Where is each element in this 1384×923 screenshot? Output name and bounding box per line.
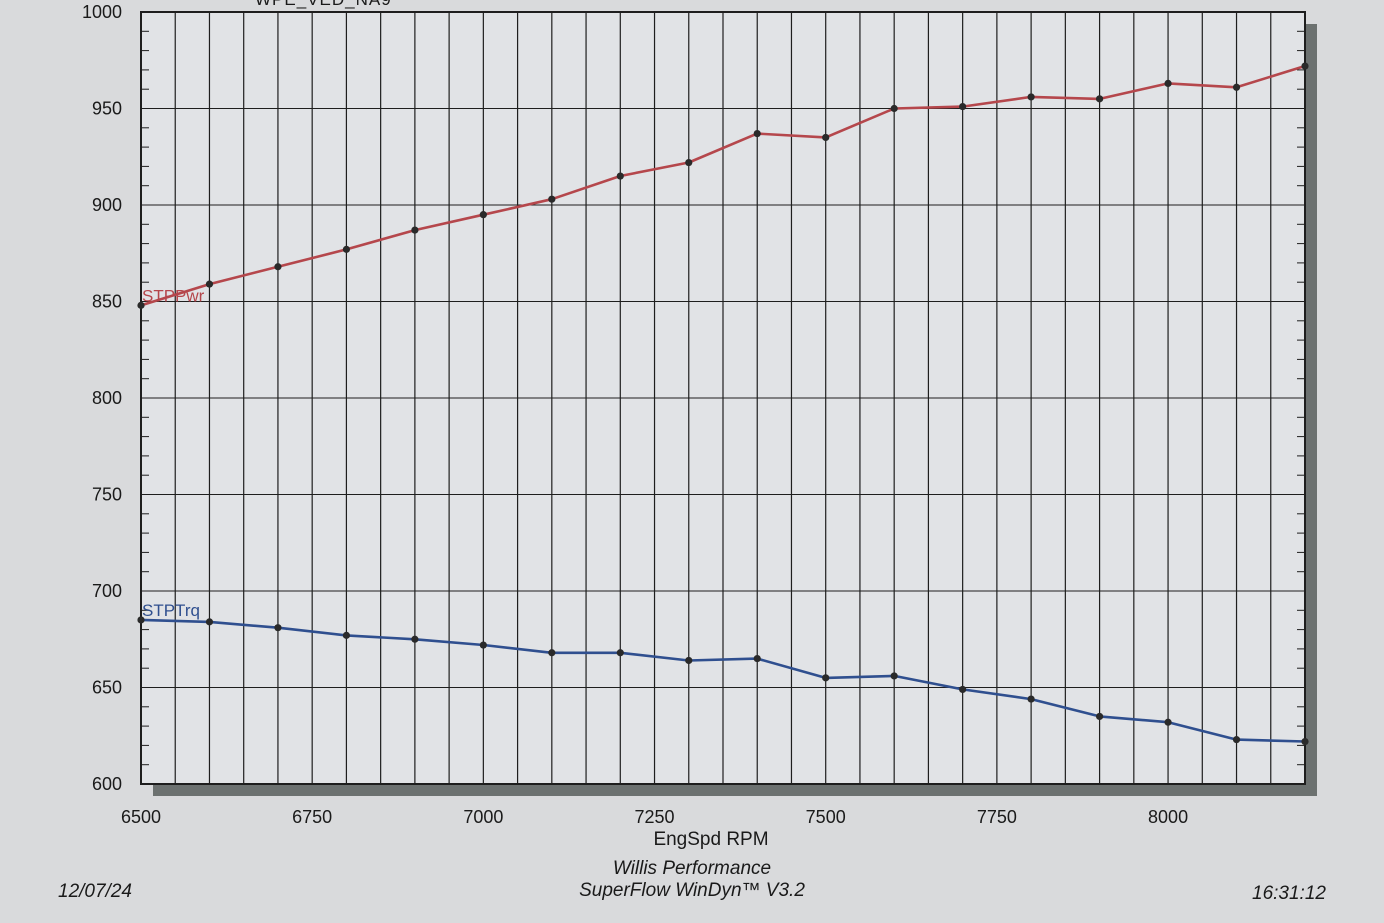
y-tick-label: 700 <box>92 581 122 601</box>
data-point-stptrq <box>753 654 761 663</box>
data-point-stppwr <box>1027 93 1035 101</box>
data-point-stppwr <box>890 104 898 113</box>
x-tick-label: 6750 <box>292 807 332 827</box>
data-point-stppwr <box>1164 79 1172 88</box>
y-tick-label: 600 <box>92 774 122 794</box>
data-point-stptrq <box>1027 695 1035 703</box>
series: STPPwr STPTrq <box>137 62 1309 746</box>
data-point-stptrq <box>1095 712 1104 721</box>
grid <box>141 12 1305 784</box>
data-point-stptrq <box>274 624 282 632</box>
series-label-stppwr: STPPwr <box>142 286 205 305</box>
data-point-stptrq <box>342 631 351 639</box>
data-point-stppwr <box>1095 95 1104 103</box>
data-point-stppwr <box>616 172 624 180</box>
x-tick-label: 7250 <box>635 807 675 827</box>
software-version: SuperFlow WinDyn™ V3.2 <box>579 880 805 901</box>
data-point-stppwr <box>137 301 145 309</box>
print-date: 12/07/24 <box>58 881 132 902</box>
data-point-stppwr <box>411 226 419 234</box>
data-point-stppwr <box>342 245 351 253</box>
data-point-stptrq <box>959 685 967 694</box>
series-label-stptrq: STPTrq <box>142 601 200 620</box>
x-tick-label: 8000 <box>1148 807 1188 827</box>
data-point-stptrq <box>411 635 419 643</box>
company-name: Willis Performance <box>612 858 772 879</box>
data-point-stppwr <box>1301 62 1309 70</box>
data-point-stptrq <box>685 656 693 665</box>
x-tick-label: 6500 <box>121 807 161 827</box>
data-point-stptrq <box>205 618 214 626</box>
data-point-stptrq <box>1164 718 1172 726</box>
data-point-stptrq <box>1301 737 1309 746</box>
data-point-stppwr <box>822 133 830 142</box>
data-point-stppwr <box>753 129 761 138</box>
y-tick-label: 850 <box>92 292 122 312</box>
x-tick-label: 7500 <box>806 807 846 827</box>
series-line-stptrq <box>140 618 1306 743</box>
data-point-stppwr <box>274 263 282 271</box>
print-time: 16:31:12 <box>1252 883 1326 904</box>
data-point-stptrq <box>1232 736 1241 744</box>
data-point-stppwr <box>1232 83 1241 91</box>
y-tick-label: 650 <box>92 678 122 698</box>
y-tick-label: 1000 <box>82 2 122 22</box>
series-line-stppwr <box>140 64 1306 307</box>
y-tick-label: 900 <box>92 195 122 215</box>
x-tick-label: 7000 <box>463 807 503 827</box>
data-point-stppwr <box>959 102 967 111</box>
y-tick-label: 750 <box>92 485 122 505</box>
data-point-stppwr <box>205 280 214 288</box>
axes: 600 650 700 750 800 850 900 950 1000 6500 6750 7000… <box>82 2 1305 827</box>
data-point-stptrq <box>890 672 898 680</box>
data-point-stppwr <box>479 211 487 219</box>
data-point-stppwr <box>685 158 693 167</box>
run-name: WPE_VED_NA9 <box>255 0 392 10</box>
data-point-stptrq <box>616 649 624 657</box>
data-point-stppwr <box>548 195 556 203</box>
data-point-stptrq <box>479 641 487 649</box>
data-point-stptrq <box>548 649 556 657</box>
x-tick-label: 7750 <box>977 807 1017 827</box>
x-axis-label: EngSpd RPM <box>653 829 768 850</box>
data-point-stptrq <box>137 616 145 624</box>
y-tick-label: 800 <box>92 388 122 408</box>
data-point-stptrq <box>822 674 830 682</box>
y-tick-label: 950 <box>92 99 122 119</box>
